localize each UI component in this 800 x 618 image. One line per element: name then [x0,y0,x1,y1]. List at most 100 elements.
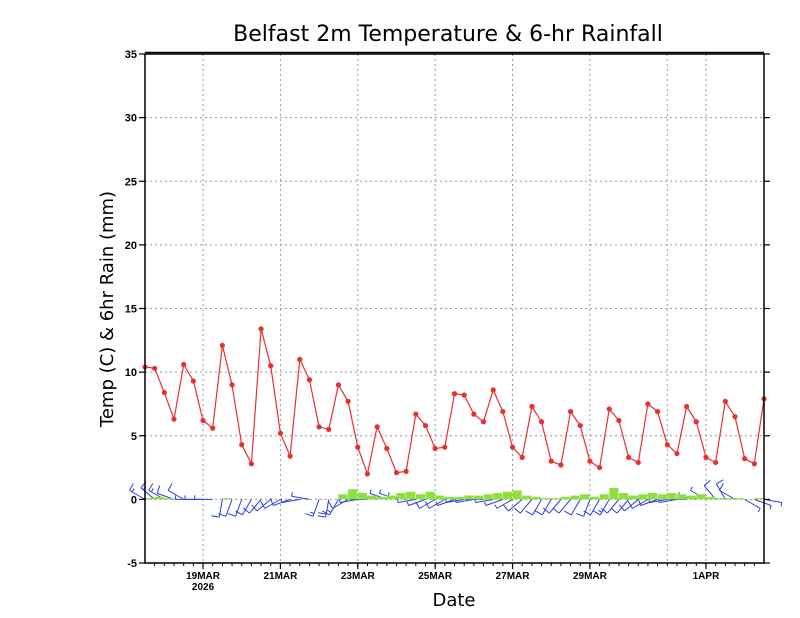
temperature-point-40 [529,404,534,409]
rain-bar-53 [658,494,667,499]
rain-bar-32 [455,497,464,500]
temperature-point-32 [452,391,457,396]
temperature-point-1 [152,366,157,371]
rain-bar-57 [696,494,705,499]
temperature-point-8 [220,343,225,348]
temperature-point-61 [732,414,737,419]
temperature-point-47 [597,465,602,470]
grid [145,54,764,563]
wind-barb-half-63 [770,506,771,510]
rain-bar-1 [155,497,164,500]
temperature-point-21 [346,399,351,404]
rain-bar-41 [542,498,551,499]
y-tick-label-8: 35 [125,49,137,61]
y-axis: -505101520253035 [125,49,770,570]
wind-barb-half-48 [598,510,601,512]
rain-bar-39 [522,496,531,500]
temperature-point-13 [268,363,273,368]
wind-barb-12 [249,499,261,513]
wind-barb-half-32 [436,502,437,506]
rain-bars [145,488,764,499]
wind-barb-flag-44 [553,508,559,513]
x-tick-label-5: 29MAR [573,571,608,582]
wind-barb-flag-21 [329,501,333,508]
y-tick-label-3: 10 [125,367,137,379]
y-tick-label-1: 0 [131,494,137,506]
temperature-point-17 [307,377,312,382]
y-axis-label: Temp (C) & 6hr Rain (mm) [97,191,118,428]
x-tick-sublabel-0: 2026 [192,582,215,593]
temperature-point-63 [752,461,757,466]
temperature-point-50 [626,455,631,460]
x-tick-label-4: 27MAR [496,571,531,582]
temperature-point-51 [636,460,641,465]
rain-bar-47 [600,494,609,499]
rain-bar-44 [571,496,580,500]
wind-barb-61 [719,490,735,499]
wind-barb-half-16 [281,499,282,503]
rain-bar-37 [503,492,512,500]
rain-bar-36 [493,493,502,499]
wind-barb-flag-4 [168,483,172,490]
temperature-point-56 [684,404,689,409]
wind-barb-half-37 [485,502,486,506]
temperature-point-42 [549,459,554,464]
rain-bar-29 [425,492,434,500]
temperature-point-54 [665,442,670,447]
temperature-point-11 [249,461,254,466]
wind-barb-45 [571,499,580,515]
temperature-point-19 [326,427,331,432]
rain-bar-45 [580,494,589,499]
rain-bar-27 [406,492,415,500]
wind-barb-half-64 [781,503,782,507]
temperature-point-27 [404,469,409,474]
rain-bar-25 [387,496,396,500]
wind-barb-half-2 [151,488,153,491]
wind-barb-41 [533,499,542,515]
wind-barb-flag-3 [157,486,160,494]
temperature-point-20 [336,382,341,387]
temperature-point-41 [539,419,544,424]
temperature-point-23 [365,471,370,476]
wind-barb-flag-2 [149,483,153,490]
rain-bar-26 [396,493,405,499]
wind-barb-flag-8 [211,516,219,517]
temperature-point-62 [742,456,747,461]
wind-barb-flag-45 [564,511,571,515]
temperature-point-10 [239,442,244,447]
wind-barb-flag-41 [526,511,533,515]
temperature-point-24 [375,424,380,429]
wind-barb-flag-40 [514,508,520,513]
temperature-point-44 [568,409,573,414]
x-tick-label-0: 19MAR [186,571,221,582]
rain-bar-2 [164,498,173,499]
temperature-point-53 [655,409,660,414]
rain-bar-34 [474,496,483,500]
wind-barb-18 [313,499,319,516]
rain-bar-46 [590,497,599,500]
temperature-point-26 [394,470,399,475]
temperature-point-29 [423,423,428,428]
rain-bar-23 [367,496,376,500]
y-tick-label-2: 5 [131,431,137,443]
temperature-point-4 [181,362,186,367]
x-tick-label-3: 25MAR [418,571,453,582]
wind-barb-flag-19 [318,516,326,517]
wind-barb-flag-39 [503,505,508,511]
wind-barb-flag-61 [719,483,723,490]
rain-bar-56 [687,496,696,500]
temperature-point-22 [355,445,360,450]
wind-barb-flag-42 [535,511,542,515]
temperature-point-38 [510,445,515,450]
rain-bar-54 [667,493,676,499]
wind-barb-half-18 [310,512,314,513]
rain-bar-58 [706,497,715,500]
wind-barb-flag-48 [593,511,600,515]
rain-bar-63 [754,498,763,499]
y-tick-label-7: 30 [125,113,137,125]
rain-bar-52 [648,493,657,499]
rain-bar-43 [561,497,570,500]
wind-barb-half-62 [758,508,760,511]
rain-bar-33 [464,496,473,500]
temperature-point-7 [210,426,215,431]
